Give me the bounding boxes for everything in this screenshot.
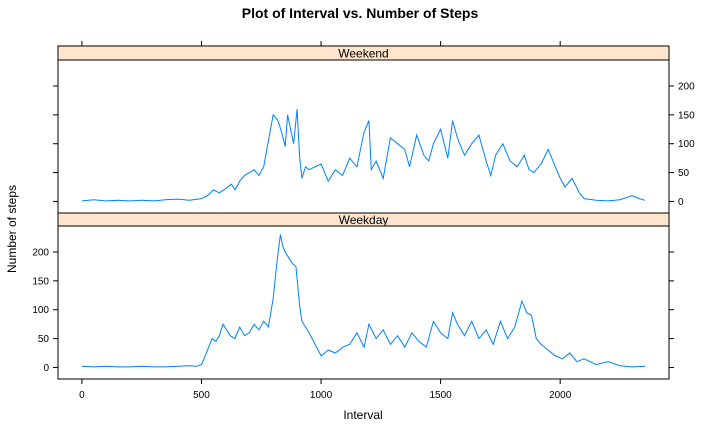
x-tick-label: 0 bbox=[79, 390, 85, 401]
x-axis-label: Interval bbox=[343, 408, 382, 422]
y-tick-label: 200 bbox=[32, 247, 49, 258]
series-group bbox=[81, 109, 646, 368]
weekday-panel-frame bbox=[57, 225, 670, 380]
y-tick-label: 50 bbox=[38, 334, 50, 345]
chart-title: Plot of Interval vs. Number of Steps bbox=[242, 5, 479, 21]
y-tick-label: 200 bbox=[678, 81, 695, 92]
series-line-weekday bbox=[81, 234, 646, 368]
y-tick-label: 100 bbox=[678, 139, 695, 150]
x-tick-label: 2000 bbox=[549, 390, 572, 401]
x-tick-label: 1000 bbox=[310, 390, 333, 401]
x-tick-label: 500 bbox=[193, 390, 210, 401]
y-tick-label: 0 bbox=[678, 197, 684, 208]
y-tick-label: 150 bbox=[32, 276, 49, 287]
y-tick-label: 150 bbox=[678, 110, 695, 121]
y-tick-label: 0 bbox=[43, 363, 49, 374]
y-tick-label: 50 bbox=[678, 168, 690, 179]
weekday-strip-label: Weekday bbox=[339, 213, 389, 227]
series-line-weekend bbox=[81, 109, 646, 202]
y-axis-label: Number of steps bbox=[5, 185, 19, 273]
y-tick-label: 100 bbox=[32, 305, 49, 316]
weekend-strip-label: Weekend bbox=[338, 47, 388, 61]
x-tick-label: 1500 bbox=[429, 390, 452, 401]
